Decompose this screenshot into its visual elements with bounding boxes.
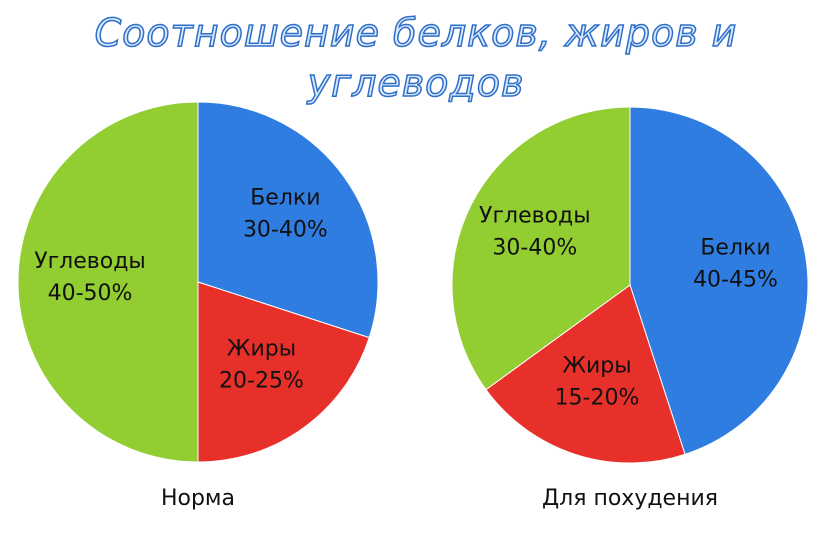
slice-category: Жиры [562, 354, 631, 379]
page-title: Соотношение белков, жиров и углеводов [94, 10, 738, 106]
slice-value-label: 40-45% [693, 267, 778, 292]
chart-title: Для похудения [542, 486, 718, 511]
slice-category: Углеводы [34, 249, 146, 274]
slice-category: Белки [700, 235, 770, 260]
slice-category: Белки [250, 186, 320, 211]
slice-value-label: 40-50% [48, 281, 133, 306]
pie-slice [197, 281, 370, 463]
pie-slice [197, 101, 379, 339]
slice-value-label: 30-40% [243, 218, 328, 243]
pie-slice [629, 106, 809, 455]
pie-slice [17, 101, 199, 463]
slice-value-label: 20-25% [219, 368, 304, 393]
slice-category: Жиры [227, 336, 296, 361]
slice-value-label: 15-20% [555, 386, 640, 411]
chart-title: Норма [161, 486, 235, 511]
pie-slice [485, 284, 686, 464]
pie-slice [451, 106, 631, 391]
slice-category: Углеводы [479, 204, 591, 229]
slice-value-label: 30-40% [492, 236, 577, 261]
